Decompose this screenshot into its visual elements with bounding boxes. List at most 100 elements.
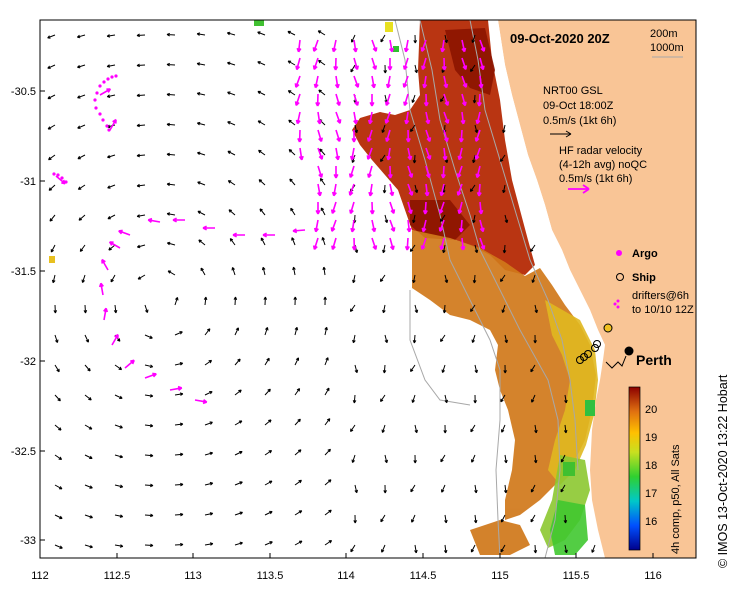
radar-arrow [476,183,482,197]
radar-arrow [460,237,466,251]
model-arrow [54,334,59,343]
radar-arrow [475,111,481,125]
model-arrow [533,334,537,344]
model-arrow [322,266,326,276]
model-arrow [531,274,536,283]
radar-arrow [294,75,301,88]
model-arrow [81,274,86,283]
radar-arrow [296,39,302,53]
model-arrow [442,304,447,314]
model-arrow [144,483,154,488]
model-line-3: 0.5m/s (1kt 6h) [543,115,616,127]
radar-arrow [440,165,446,179]
model-arrow [234,358,241,366]
radar-arrow [457,147,463,161]
model-arrow [264,541,273,546]
model-arrow [51,274,56,284]
radar-arrow [461,75,468,88]
radar-arrow [386,147,392,161]
model-arrow [530,484,536,493]
model-arrow [324,448,331,456]
model-arrow [354,124,358,134]
model-arrow [439,214,446,223]
x-tick-label: 113 [184,570,202,582]
x-tick-label: 116 [644,570,662,582]
model-arrow [166,182,176,187]
radar-arrow [478,75,484,89]
radar-arrow [479,57,485,71]
cb-tick-16: 16 [645,516,657,528]
model-arrow [381,544,386,553]
x-tick-label: 113.5 [257,570,284,582]
model-arrow [84,364,91,372]
model-arrow [470,64,476,73]
model-arrow [166,152,176,157]
radar-arrow [297,129,303,143]
model-arrow [227,180,236,186]
radar-arrow [353,111,359,125]
model-arrow [534,424,538,434]
radar-arrow [172,217,185,223]
y-tick-label: -30.5 [11,86,36,98]
model-arrow [257,120,266,126]
model-arrow [196,62,206,66]
perth-river [605,355,627,369]
model-arrow [48,154,56,161]
radar-arrow [389,201,396,214]
model-arrow [384,214,389,224]
radar-arrow [438,201,445,214]
model-arrow [174,452,184,457]
model-arrow [204,359,213,366]
model-arrow [260,237,266,246]
model-arrow [261,266,266,276]
radar-arrow [387,165,393,179]
radar-arrow [425,129,432,142]
model-arrow [196,121,206,126]
radar-arrow [335,129,342,142]
model-arrow [113,304,118,314]
model-arrow [294,479,302,486]
model-arrow [473,514,478,524]
drifters-line-2: to 10/10 12Z [632,304,694,316]
model-arrow [106,34,116,38]
model-arrow [144,543,154,548]
model-arrow [174,362,184,366]
model-arrow [166,32,176,37]
radar-arrow [404,111,410,125]
model-arrow [263,296,268,306]
radar-arrow [439,183,445,197]
radar-arrow [351,130,357,143]
model-arrow [318,89,326,96]
model-arrow [354,364,359,374]
model-arrow [174,422,184,427]
model-arrow [563,514,568,524]
model-arrow [382,244,386,254]
model-arrow [412,274,416,284]
model-arrow [294,388,301,396]
model-arrow [197,151,206,156]
radar-arrow [317,129,323,143]
radar-arrow [458,219,464,233]
model-arrow [136,244,146,249]
model-arrow [204,451,214,456]
sst-mid-region [412,230,596,555]
model-arrow [136,63,146,68]
argo-legend-icon [616,250,622,256]
y-tick-label: -33 [20,535,36,547]
model-scale-arrow [550,130,572,138]
x-tick-label: 114 [337,570,355,582]
x-tick-label: 112.5 [104,570,131,582]
model-arrow [166,122,176,127]
drifter-tracks [52,74,118,184]
model-line-2: 09-Oct 18:00Z [543,100,614,112]
radar-arrow [385,129,391,143]
model-arrow [474,124,479,134]
radar-arrow [402,57,409,70]
radar-arrow [313,219,319,233]
radar-arrow [421,57,427,71]
radar-arrow [371,75,377,89]
radar-arrow [317,147,324,160]
model-arrow [472,154,476,164]
model-arrow [350,544,356,553]
